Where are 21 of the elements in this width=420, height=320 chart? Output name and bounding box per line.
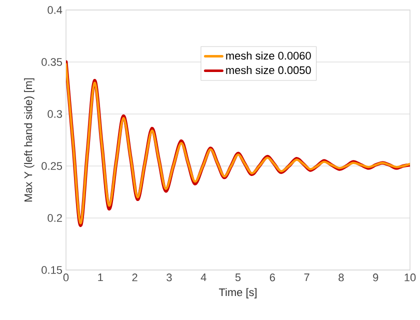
- x-tick-label: 4: [200, 274, 206, 282]
- legend-label: mesh size 0.0050: [226, 66, 311, 74]
- x-tick-label: 6: [270, 274, 275, 282]
- y-axis-title: Max Y (left hand side) [m]: [24, 78, 34, 202]
- x-tick-label: 9: [373, 274, 378, 282]
- y-tick-label: 0.4: [48, 6, 62, 14]
- x-tick-label: 5: [235, 274, 241, 282]
- x-tick-label: 10: [404, 274, 416, 282]
- x-tick-label: 3: [166, 274, 172, 282]
- x-tick-label: 7: [304, 274, 310, 282]
- y-tick-label: 0.15: [42, 266, 62, 274]
- x-tick-label: 2: [132, 274, 138, 282]
- y-tick-label: 0.2: [48, 214, 62, 222]
- y-tick-label: 0.3: [48, 110, 62, 118]
- x-axis-title: Time [s]: [218, 288, 256, 298]
- y-tick-label: 0.25: [42, 162, 62, 170]
- x-tick-label: 1: [98, 274, 103, 282]
- y-tick-label: 0.35: [42, 58, 62, 66]
- x-tick-label: 8: [338, 274, 344, 282]
- x-tick-label: 0: [63, 274, 69, 282]
- legend-label: mesh size 0.0060: [226, 52, 311, 60]
